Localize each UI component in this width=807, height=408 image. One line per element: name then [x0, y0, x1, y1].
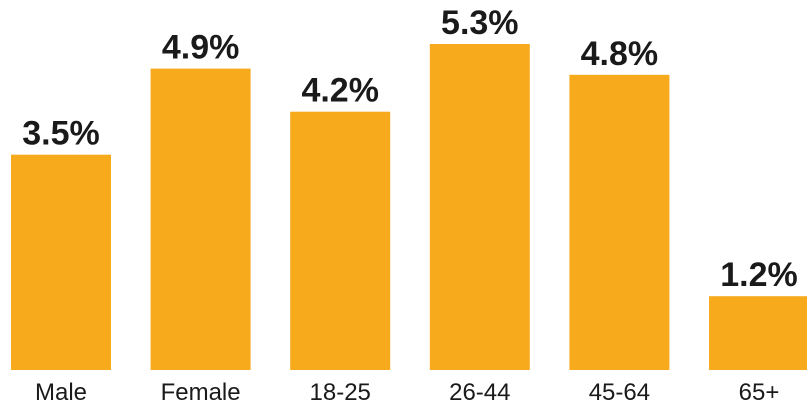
- category-labels-group: Male Female 18-25 26-44 45-64 65+: [35, 379, 779, 406]
- category-label: 45-64: [589, 379, 650, 406]
- value-label: 4.9%: [162, 29, 240, 67]
- category-label: 18-25: [310, 379, 371, 406]
- category-label: Female: [161, 379, 241, 406]
- value-label: 4.2%: [301, 72, 379, 110]
- bar-female: [150, 68, 251, 370]
- category-label: Male: [35, 379, 87, 406]
- category-label: 65+: [739, 379, 780, 406]
- value-label: 4.8%: [581, 35, 659, 73]
- value-labels-group: 3.5% 4.9% 4.2% 5.3% 4.8% 1.2%: [22, 4, 798, 294]
- bar-male: [11, 154, 111, 370]
- bar-18-25: [290, 111, 391, 370]
- value-label: 3.5%: [22, 115, 100, 153]
- value-label: 5.3%: [441, 4, 519, 42]
- value-label: 1.2%: [720, 256, 798, 294]
- bars-group: [11, 44, 807, 371]
- bar-65-: [709, 296, 807, 370]
- bar-26-44: [429, 44, 530, 370]
- bar-45-64: [569, 74, 670, 371]
- category-label: 26-44: [449, 379, 510, 406]
